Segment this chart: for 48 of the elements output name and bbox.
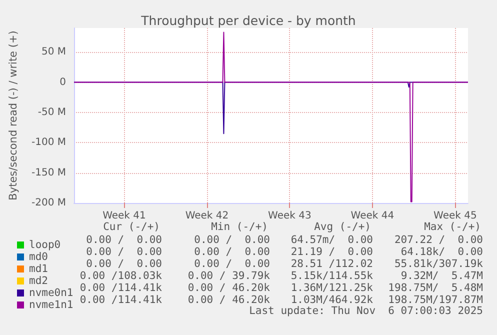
- text: 9.32M/ 5.47M: [400, 270, 483, 282]
- y-axis-title: Bytes/second read (-) / write (+): [8, 30, 20, 200]
- text: 0.00 / 0.00: [194, 234, 270, 246]
- text: 0.00 / 0.00: [194, 258, 270, 270]
- text: 1.36M/121.25k: [290, 282, 373, 294]
- text: 64.18k/ 0.00: [400, 246, 483, 258]
- chart-title: Throughput per device - by month: [140, 13, 356, 28]
- text: Max (-/+): [424, 221, 481, 233]
- y-tick-label: -50 M: [38, 106, 66, 118]
- y-tick-label: 0: [60, 76, 66, 88]
- x-tick-label: Week 44: [350, 210, 394, 222]
- y-tick-label: -150 M: [31, 167, 66, 178]
- y-tick-label: -100 M: [31, 137, 66, 148]
- text: 198.75M/197.87M: [388, 294, 483, 306]
- text: Cur (-/+): [103, 221, 160, 233]
- text: 207.22 / 0.00: [394, 234, 483, 246]
- x-tick-label: Week 41: [102, 210, 146, 222]
- text: 0.00 / 39.79k: [188, 270, 270, 282]
- text: 0.00 /114.41k: [80, 282, 162, 294]
- text: 0.00 / 46.20k: [188, 282, 270, 294]
- legend-label: nvme0n1: [29, 287, 74, 299]
- text: 0.00 / 0.00: [86, 234, 162, 246]
- text: 0.00 /108.03k: [80, 270, 162, 282]
- x-tick-label: Week 42: [185, 210, 229, 222]
- legend-label: md2: [29, 275, 48, 287]
- legend-label: loop0: [29, 239, 61, 251]
- text: 0.00 / 46.20k: [188, 294, 270, 306]
- x-tick-label: Week 43: [268, 210, 312, 222]
- text: 55.81k/307.19k: [394, 258, 483, 270]
- text: 0.00 / 0.00: [86, 258, 162, 270]
- legend-label: nvme1n1: [29, 299, 74, 311]
- y-tick-label: -200 M: [31, 198, 66, 208]
- text: Last update: Thu Nov 6 07:00:03 2025: [249, 305, 483, 317]
- x-tick-label: Week 45: [434, 210, 477, 222]
- text: Min (-/+): [211, 221, 268, 233]
- text: 0.00 / 0.00: [194, 246, 270, 258]
- text: 0.00 /114.41k: [80, 294, 162, 306]
- legend-label: md1: [29, 263, 48, 275]
- text: Avg (-/+): [314, 221, 371, 233]
- text: 198.75M/ 5.48M: [388, 282, 483, 294]
- text: 1.03M/464.92k: [290, 294, 373, 306]
- legend-label: md0: [29, 251, 48, 263]
- text: 5.15k/114.55k: [290, 270, 373, 282]
- text: 0.00 / 0.00: [86, 246, 162, 258]
- text: 64.57m/ 0.00: [290, 234, 373, 246]
- y-tick-label: 50 M: [41, 46, 66, 58]
- text: 28.51 /112.02: [290, 258, 373, 270]
- text: 21.19 / 0.00: [290, 246, 373, 258]
